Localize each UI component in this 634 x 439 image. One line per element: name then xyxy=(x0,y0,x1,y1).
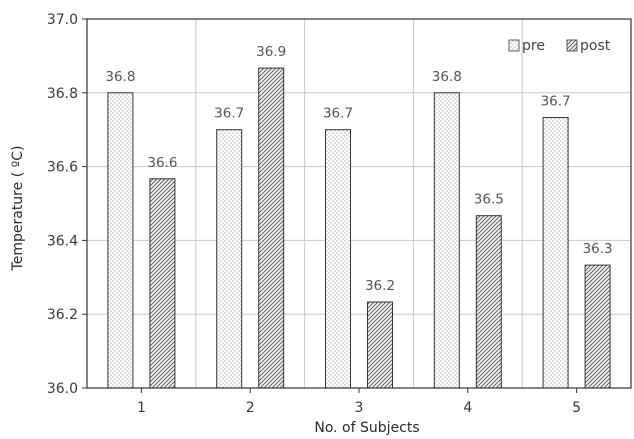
bar-post xyxy=(149,178,176,389)
x-tick-label: 3 xyxy=(355,400,364,416)
data-label-pre: 36.7 xyxy=(214,106,244,122)
data-label-pre: 36.8 xyxy=(105,69,135,85)
x-tick-label: 1 xyxy=(137,400,146,416)
axes xyxy=(82,18,632,393)
data-label-pre: 36.7 xyxy=(323,106,353,122)
bar-post xyxy=(584,264,611,389)
bar-post xyxy=(258,67,285,389)
bar-post xyxy=(475,215,502,389)
bar-pre xyxy=(107,92,134,389)
x-tick-label: 5 xyxy=(572,400,581,416)
plot-frame xyxy=(86,18,632,389)
x-axis-title: No. of Subjects xyxy=(314,420,419,436)
legend-label-post: post xyxy=(580,38,611,54)
data-label-post: 36.5 xyxy=(474,192,504,208)
y-axis-title: Temperature ( ºC) xyxy=(10,146,26,272)
bar-pre xyxy=(216,129,243,389)
bar-post xyxy=(367,301,393,389)
data-label-post: 36.9 xyxy=(256,44,286,60)
y-tick-label: 36.2 xyxy=(47,307,78,323)
data-label-pre: 36.8 xyxy=(432,69,462,85)
y-tick-label: 36.4 xyxy=(47,233,78,249)
bar-pre xyxy=(433,92,460,389)
y-tick-label: 36.8 xyxy=(47,86,78,102)
x-tick-label: 4 xyxy=(463,400,472,416)
data-label-post: 36.3 xyxy=(583,241,613,257)
x-tick-label: 2 xyxy=(246,400,255,416)
data-label-post: 36.6 xyxy=(147,155,177,171)
y-tick-label: 36.6 xyxy=(47,160,78,176)
legend-label-pre: pre xyxy=(522,38,545,54)
data-label-pre: 36.7 xyxy=(541,94,571,110)
bars xyxy=(107,67,611,389)
bar-pre xyxy=(325,129,351,389)
legend-swatch-pre xyxy=(508,39,520,52)
y-tick-label: 37.0 xyxy=(47,12,78,28)
data-label-post: 36.2 xyxy=(365,278,395,294)
labels: 36.0 36.2 36.4 36.6 36.8 37.0 36.8 36.6 1 36.7 36.… xyxy=(47,12,613,416)
legend-swatch-post xyxy=(566,39,578,52)
bar-pre xyxy=(542,117,569,389)
legend: pre post xyxy=(508,38,611,54)
y-tick-label: 36.0 xyxy=(47,381,78,397)
